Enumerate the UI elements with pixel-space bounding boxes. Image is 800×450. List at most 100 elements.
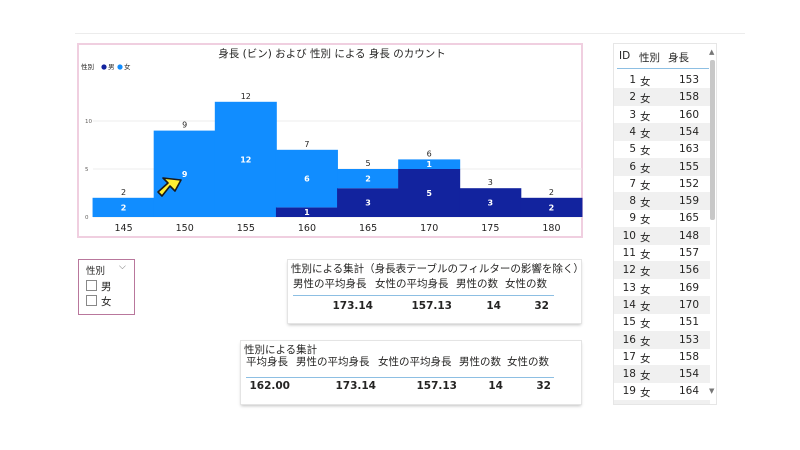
cell-gender: 女: [640, 214, 651, 227]
checkbox[interactable]: [86, 280, 97, 291]
x-tick-label: 180: [542, 223, 560, 234]
table-row[interactable]: 5 女 163: [614, 140, 710, 158]
cell-height: 169: [678, 281, 699, 294]
scroll-up-icon[interactable]: ▲: [709, 48, 715, 56]
cell-height: 155: [678, 160, 699, 173]
bar-female: [153, 130, 216, 217]
table-header-rule: [617, 68, 709, 69]
bar-label-female: 9: [182, 170, 188, 179]
header-female-count: 女性の数: [507, 356, 549, 368]
header-female-count: 女性の数: [505, 278, 547, 290]
cell-gender: 女: [640, 127, 651, 140]
cell-height: 160: [678, 108, 699, 121]
cell-height: 164: [678, 385, 699, 398]
card-title: 性別による集計（身長表テーブルのフィルターの影響を除く）: [291, 263, 584, 275]
cell-id: 7: [629, 177, 636, 190]
x-tick-label: 175: [481, 223, 499, 234]
cell-id: 17: [622, 350, 636, 363]
bar-female: [398, 159, 461, 169]
cell-id: 11: [622, 247, 636, 259]
summary-card-unfiltered[interactable]: 性別による集計（身長表テーブルのフィルターの影響を除く） 男性の平均身長 女性の…: [288, 260, 584, 323]
header-avg: 平均身長: [246, 356, 288, 368]
cell-height: 165: [678, 212, 699, 225]
table-row[interactable]: 12 女 156: [614, 261, 710, 280]
table-row[interactable]: 3 女 160: [614, 106, 710, 124]
value-female-avg: 157.13: [416, 380, 457, 392]
cell-gender: 女: [640, 370, 651, 383]
column-header-gender[interactable]: 性別: [639, 52, 660, 64]
cell-gender: 女: [640, 162, 651, 175]
cell-gender: 女: [640, 318, 651, 331]
arrow-pointer-icon: [157, 177, 182, 197]
gender-slicer[interactable]: 性別 ⌵ 男 女: [78, 259, 135, 315]
bar-label-male: 5: [426, 189, 432, 198]
x-tick-label: 155: [237, 223, 255, 234]
header-female-avg: 女性の平均身長: [378, 356, 452, 368]
scrollbar-track[interactable]: [710, 44, 716, 404]
header-female-avg: 女性の平均身長: [375, 278, 449, 290]
bar-label-female: 2: [121, 203, 127, 212]
cell-height: 170: [678, 298, 699, 311]
table-row[interactable]: 15 女 151: [614, 313, 710, 331]
value-male-count: 14: [488, 380, 503, 392]
bar-total-label: 9: [182, 121, 187, 130]
header-rule: [246, 377, 554, 378]
table-row[interactable]: 14 女 170: [614, 295, 710, 314]
column-header-height[interactable]: 身長: [668, 52, 689, 64]
chevron-down-icon[interactable]: ⌵: [119, 262, 126, 272]
slicer-option-male[interactable]: 男: [86, 279, 112, 294]
table-row[interactable]: 7 女 152: [614, 175, 710, 193]
cell-id: 3: [629, 108, 636, 121]
cell-height: 153: [678, 333, 699, 346]
checkbox[interactable]: [86, 295, 97, 306]
legend-title: 性別: [81, 62, 94, 71]
table-row[interactable]: 20 女 160: [614, 399, 710, 404]
bar-female: [337, 169, 400, 189]
table-row[interactable]: 6 女 155: [614, 157, 710, 176]
table-row[interactable]: 10 女 148: [614, 226, 710, 245]
header-rule: [293, 295, 554, 296]
table-row[interactable]: 2 女 158: [614, 88, 710, 107]
x-tick-label: 170: [420, 223, 438, 234]
table-row[interactable]: 13 女 169: [614, 279, 710, 297]
cell-gender: 女: [640, 197, 651, 210]
cell-id: 16: [622, 333, 636, 346]
summary-card-filtered[interactable]: 性別による集計 平均身長 男性の平均身長 女性の平均身長 男性の数 女性の数 1…: [241, 341, 581, 404]
cell-id: 9: [629, 212, 636, 225]
table-row[interactable]: 1 女 153: [614, 71, 710, 89]
legend-marker-female: [117, 64, 123, 70]
cell-gender: 女: [640, 249, 651, 261]
bar-label-female: 2: [365, 175, 371, 184]
cell-height: 156: [678, 264, 699, 277]
table-row[interactable]: 11 女 157: [614, 244, 710, 262]
cell-id: 8: [629, 195, 636, 208]
table-row[interactable]: 16 女 153: [614, 330, 710, 349]
bar-male: [459, 188, 522, 217]
cell-id: 19: [622, 385, 636, 398]
table-row[interactable]: 9 女 165: [614, 209, 710, 227]
cell-id: 5: [629, 143, 636, 156]
table-header: ID 性別 身長: [614, 44, 710, 70]
height-count-chart[interactable]: 身長 (ビン) および 性別 による 身長 のカウント 性別 男 女 0 5 10 2 2 145…: [77, 43, 583, 238]
scroll-down-icon[interactable]: ▼: [709, 387, 715, 395]
bar-total-label: 12: [241, 92, 251, 101]
table-row[interactable]: 19 女 164: [614, 382, 710, 400]
column-header-id[interactable]: ID: [619, 50, 631, 62]
table-row[interactable]: 18 女 154: [614, 365, 710, 384]
top-divider: [75, 33, 745, 34]
cell-height: 159: [678, 195, 699, 208]
table-row[interactable]: 8 女 159: [614, 192, 710, 211]
bar-label-female: 12: [240, 155, 251, 164]
cell-gender: 女: [640, 145, 651, 158]
bar-label-male: 3: [365, 199, 371, 208]
bar-total-label: 6: [427, 149, 432, 158]
scrollbar-thumb[interactable]: [710, 60, 715, 220]
table-row[interactable]: 4 女 154: [614, 122, 710, 141]
height-table[interactable]: ID 性別 身長 1 女 153 2 女 158 3 女 160 4 女 154 5 女 163 6 女 155 7…: [613, 43, 717, 405]
slicer-option-label: 女: [101, 296, 112, 308]
y-tick-label: 5: [85, 167, 89, 173]
slicer-option-female[interactable]: 女: [86, 294, 112, 309]
bar-female: [92, 197, 155, 217]
table-row[interactable]: 17 女 158: [614, 348, 710, 366]
bar-total-label: 7: [304, 140, 309, 149]
